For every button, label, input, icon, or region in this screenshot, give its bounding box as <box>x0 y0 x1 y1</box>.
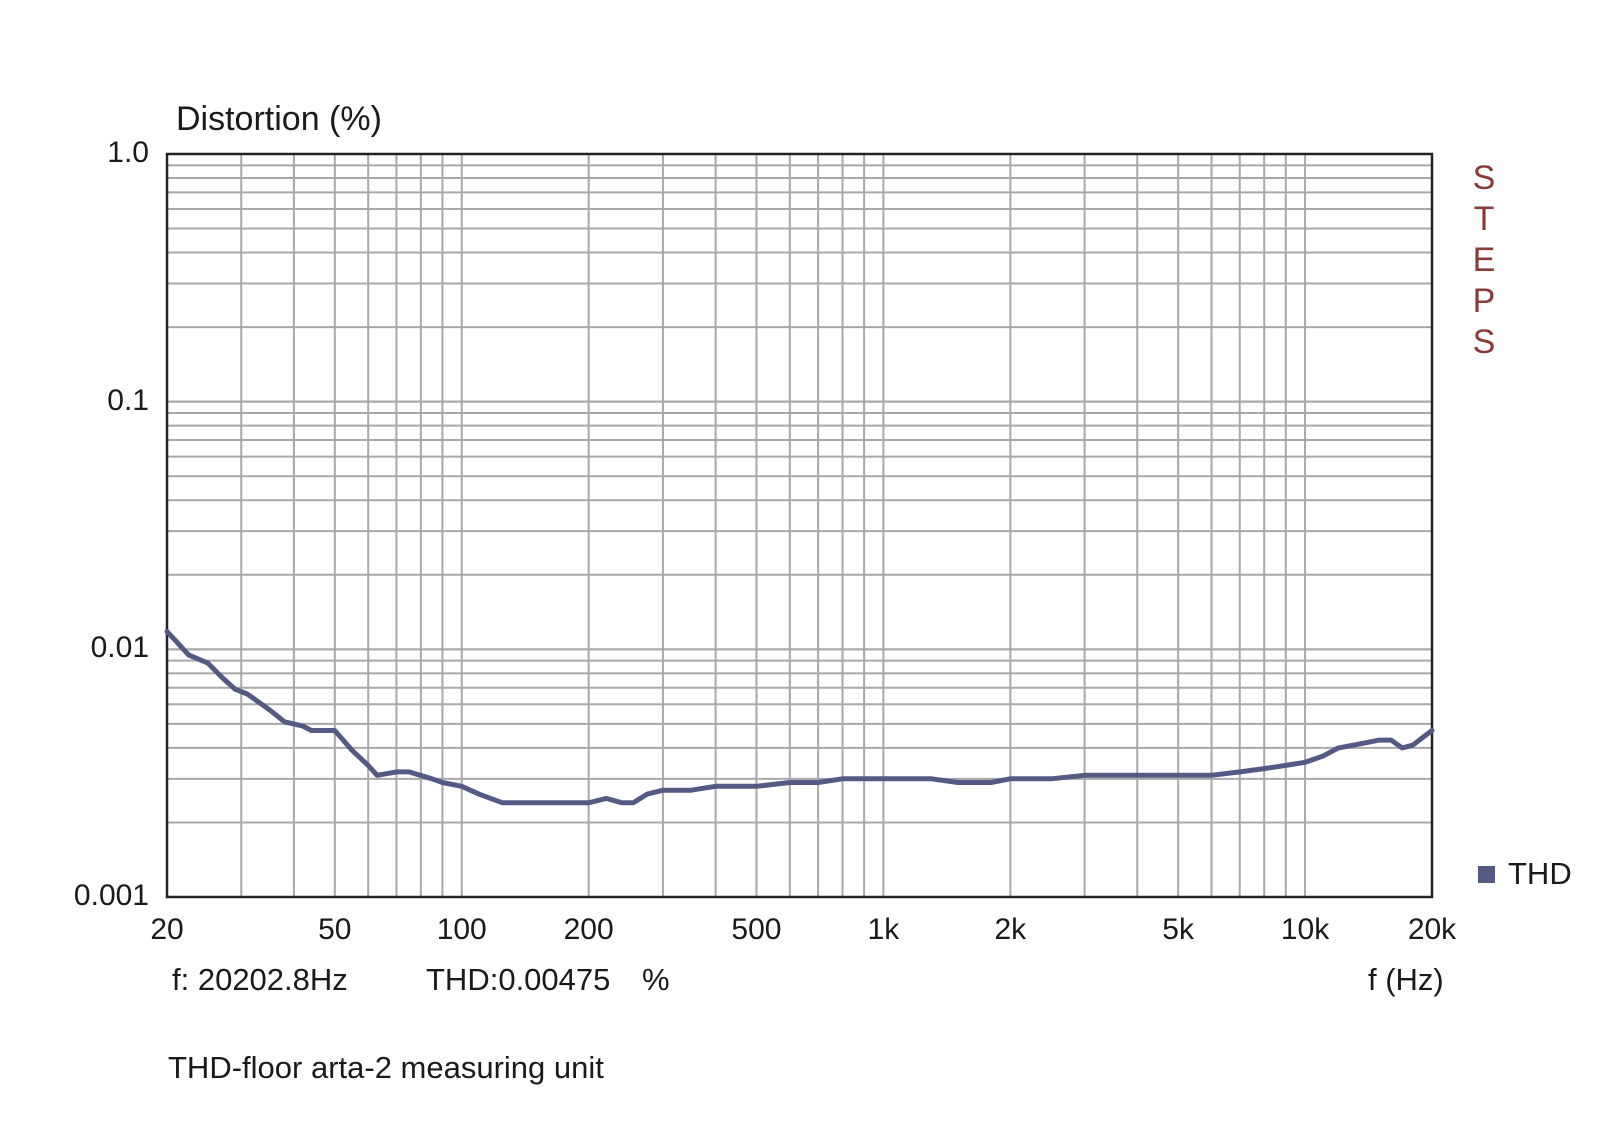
x-tick-label: 1k <box>867 913 900 946</box>
brand-letter: E <box>1472 241 1496 279</box>
thd-unit: % <box>642 962 670 997</box>
x-tick-label: 200 <box>563 913 614 946</box>
legend-label: THD <box>1508 856 1572 891</box>
y-tick-label: 1.0 <box>107 136 149 169</box>
y-tick-label: 0.1 <box>107 383 149 417</box>
brand-letter: P <box>1472 282 1496 320</box>
x-axis-label: f (Hz) <box>1368 962 1444 997</box>
legend-swatch <box>1478 865 1495 883</box>
y-tick-label: 0.01 <box>90 631 149 665</box>
x-tick-label: 10k <box>1280 913 1330 946</box>
x-tick-label: 5k <box>1162 913 1194 946</box>
thd-readout: THD:0.00475 <box>426 962 611 997</box>
x-tick-label: 20k <box>1407 913 1457 946</box>
y-axis-label: Distortion (%) <box>176 100 382 138</box>
chart-caption: THD-floor arta-2 measuring unit <box>168 1050 604 1085</box>
plot-frame <box>165 152 1434 899</box>
x-tick-label: 500 <box>731 913 782 946</box>
brand-letter: T <box>1473 200 1495 238</box>
legend: THD <box>1478 856 1572 892</box>
x-tick-label: 2k <box>994 913 1027 946</box>
thd-series-line <box>164 629 1435 806</box>
x-tick-label: 20 <box>150 913 184 946</box>
brand-letter: S <box>1472 323 1496 361</box>
y-tick-label: 0.001 <box>73 879 149 912</box>
frequency-readout: f: 20202.8Hz <box>172 962 348 997</box>
grid-lines <box>166 153 1433 898</box>
brand-logo: S T E P S <box>1466 158 1502 363</box>
x-tick-label: 100 <box>436 913 487 946</box>
x-tick-label: 50 <box>318 913 352 946</box>
brand-letter: S <box>1472 159 1496 197</box>
